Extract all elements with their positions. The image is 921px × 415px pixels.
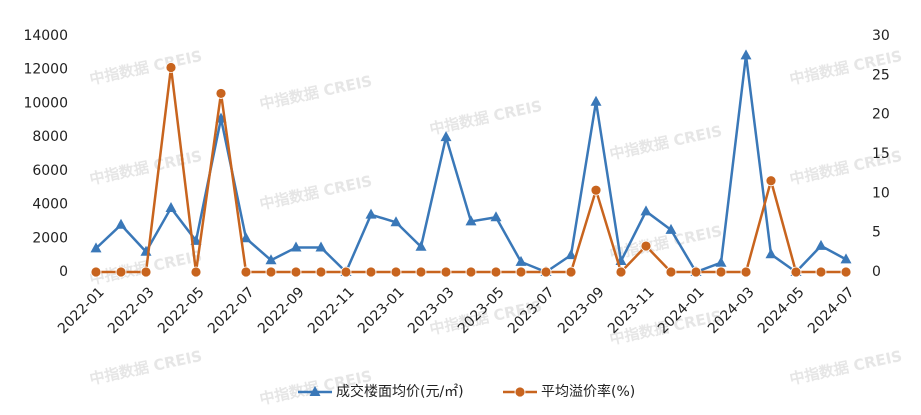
circle-marker <box>715 266 727 278</box>
triangle-marker <box>765 248 777 259</box>
y-tick-label: 4000 <box>32 197 68 213</box>
series-line <box>95 54 847 274</box>
watermark: 中指数据 CREIS <box>258 172 374 213</box>
circle-marker <box>840 266 852 278</box>
x-tick-label: 2022-01 <box>55 284 108 337</box>
circle-marker <box>765 175 777 187</box>
triangle-marker <box>415 240 427 251</box>
circle-marker <box>165 62 177 73</box>
triangle-marker <box>90 242 102 253</box>
watermark: 中指数据 CREIS <box>788 347 904 388</box>
watermark: 中指数据 CREIS <box>608 222 724 263</box>
circle-marker <box>665 266 677 278</box>
y2-tick-label: 10 <box>872 185 890 201</box>
circle-marker <box>690 266 702 278</box>
y-tick-label: 6000 <box>32 163 68 179</box>
circle-marker <box>514 386 526 398</box>
y2-tick-label: 0 <box>872 264 881 280</box>
circle-marker <box>515 266 527 278</box>
triangle-marker <box>740 49 752 60</box>
legend-label: 成交楼面均价(元/㎡) <box>336 383 464 400</box>
x-tick-label: 2022-09 <box>255 284 308 337</box>
circle-marker <box>190 266 202 278</box>
circle-marker <box>340 266 352 278</box>
triangle-marker <box>240 232 252 243</box>
triangle-marker <box>365 208 377 219</box>
circle-marker <box>290 266 302 278</box>
circle-marker <box>140 266 152 278</box>
circle-marker <box>90 266 102 278</box>
triangle-marker <box>515 255 527 266</box>
triangle-marker <box>390 216 402 227</box>
triangle-marker <box>715 256 727 267</box>
y-tick-label: 0 <box>59 264 68 280</box>
triangle-marker <box>165 201 177 212</box>
y-tick-label: 10000 <box>23 95 68 111</box>
x-tick-label: 2022-03 <box>105 284 158 337</box>
watermark: 中指数据 CREIS <box>608 122 724 163</box>
triangle-marker <box>290 241 302 252</box>
circle-marker <box>615 266 627 278</box>
triangle-marker <box>590 95 602 106</box>
y2-tick-label: 5 <box>872 225 881 241</box>
circle-marker <box>540 266 552 278</box>
triangle-marker <box>665 223 677 234</box>
circle-marker <box>815 266 827 278</box>
circle-marker <box>390 266 402 278</box>
y2-tick-label: 30 <box>872 28 890 44</box>
triangle-marker <box>115 218 127 229</box>
y-tick-label: 12000 <box>23 62 68 78</box>
y-tick-label: 14000 <box>23 28 68 44</box>
triangle-marker <box>840 253 852 264</box>
series-line <box>96 66 846 274</box>
x-tick-label: 2024-05 <box>755 284 808 337</box>
x-tick-label: 2022-05 <box>155 284 208 337</box>
circle-marker <box>415 266 427 278</box>
x-tick-label: 2024-07 <box>805 284 858 337</box>
circle-marker <box>740 266 752 278</box>
circle-marker <box>315 266 327 278</box>
watermark: 中指数据 CREIS <box>88 347 204 388</box>
watermark: 中指数据 CREIS <box>88 47 204 88</box>
circle-marker <box>490 266 502 278</box>
triangle-marker <box>440 131 452 142</box>
circle-marker <box>115 266 127 278</box>
y2-tick-label: 15 <box>872 146 890 162</box>
triangle-marker <box>565 249 577 260</box>
circle-marker <box>590 184 602 196</box>
x-tick-label: 2023-01 <box>355 284 408 337</box>
triangle-marker <box>309 386 321 396</box>
circle-marker <box>790 266 802 278</box>
triangle-marker <box>640 205 652 216</box>
triangle-marker <box>815 239 827 250</box>
x-tick-label: 2022-07 <box>205 284 258 337</box>
triangle-marker <box>265 254 277 265</box>
circle-marker <box>265 266 277 278</box>
y2-tick-label: 20 <box>872 107 890 123</box>
y-tick-label: 8000 <box>32 129 68 145</box>
circle-marker <box>440 266 452 278</box>
y2-tick-label: 25 <box>872 67 890 83</box>
circle-marker <box>240 266 252 278</box>
circle-marker <box>565 266 577 278</box>
x-tick-label: 2023-09 <box>555 284 608 337</box>
watermark: 中指数据 CREIS <box>428 97 544 138</box>
watermark: 中指数据 CREIS <box>258 72 374 113</box>
triangle-marker <box>490 211 502 222</box>
legend-label: 平均溢价率(%) <box>541 383 635 400</box>
y-tick-label: 2000 <box>32 230 68 246</box>
circle-marker <box>365 266 377 278</box>
circle-marker <box>215 88 227 99</box>
triangle-marker <box>465 215 477 226</box>
triangle-marker <box>315 241 327 252</box>
circle-marker <box>465 266 477 278</box>
circle-marker <box>640 240 652 252</box>
x-tick-label: 2022-11 <box>305 284 358 337</box>
watermark: 中指数据 CREIS <box>88 147 204 188</box>
